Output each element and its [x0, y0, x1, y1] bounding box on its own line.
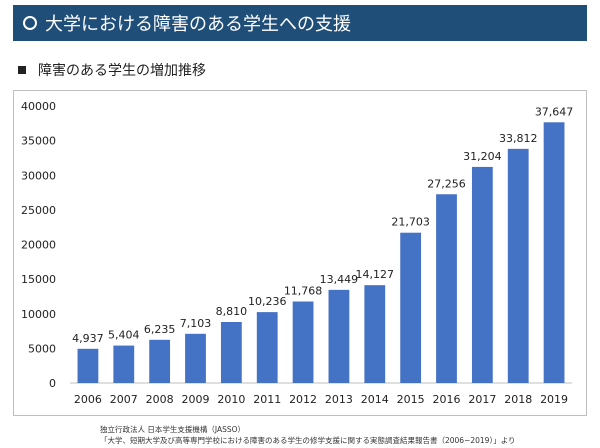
bar [220, 321, 242, 383]
y-tick-label: 20000 [21, 239, 56, 252]
bar [543, 122, 565, 383]
x-tick-label: 2010 [217, 393, 245, 406]
y-tick-label: 15000 [21, 273, 56, 286]
bar [149, 339, 171, 383]
data-label: 8,810 [216, 305, 248, 318]
y-tick-label: 5000 [28, 342, 56, 355]
source-line-1: 独立行政法人 日本学生支援機構（JASSO） [100, 425, 246, 434]
x-tick-label: 2014 [361, 393, 389, 406]
square-bullet-icon [18, 66, 26, 74]
source-line-2: 「大学、短期大学及び高等専門学校における障害のある学生の修学支援に関する実態調査… [100, 436, 516, 445]
data-label: 11,768 [284, 285, 323, 298]
bar [400, 232, 422, 383]
source-note: 独立行政法人 日本学生支援機構（JASSO） 「大学、短期大学及び高等専門学校に… [100, 424, 516, 446]
header-bar: 大学における障害のある学生への支援 [13, 5, 587, 41]
x-tick-label: 2011 [253, 393, 281, 406]
x-tick-label: 2006 [74, 393, 102, 406]
data-label: 10,236 [248, 295, 287, 308]
data-label: 6,235 [144, 323, 176, 336]
y-tick-label: 30000 [21, 169, 56, 182]
bar [256, 312, 278, 383]
data-label: 4,937 [72, 332, 104, 345]
data-label: 5,404 [108, 329, 140, 342]
x-tick-label: 2009 [182, 393, 210, 406]
y-tick-label: 35000 [21, 135, 56, 148]
bar [471, 166, 493, 383]
data-label: 33,812 [499, 132, 538, 145]
bar [292, 301, 314, 383]
x-tick-label: 2015 [397, 393, 425, 406]
y-tick-label: 40000 [21, 100, 56, 113]
data-label: 31,204 [463, 150, 502, 163]
section-title: 障害のある学生の増加推移 [38, 63, 206, 79]
x-tick-label: 2008 [146, 393, 174, 406]
y-tick-label: 0 [49, 377, 56, 390]
data-label: 21,703 [391, 216, 430, 229]
y-tick-label: 10000 [21, 308, 56, 321]
bar [328, 289, 350, 383]
bar [113, 345, 135, 383]
bar [364, 285, 386, 383]
data-label: 7,103 [180, 317, 212, 330]
x-tick-label: 2019 [540, 393, 568, 406]
x-tick-label: 2017 [468, 393, 496, 406]
data-label: 37,647 [535, 105, 574, 118]
data-label: 13,449 [320, 273, 359, 286]
data-label: 27,256 [427, 177, 466, 190]
y-tick-label: 25000 [21, 204, 56, 217]
x-tick-label: 2007 [110, 393, 138, 406]
bar [507, 148, 529, 383]
circle-icon [23, 16, 37, 30]
data-label: 14,127 [356, 268, 395, 281]
x-tick-label: 2018 [504, 393, 532, 406]
bar [185, 333, 206, 383]
x-tick-label: 2016 [433, 393, 461, 406]
x-tick-label: 2013 [325, 393, 353, 406]
header-title: 大学における障害のある学生への支援 [45, 14, 351, 35]
bar [77, 348, 99, 383]
x-tick-label: 2012 [289, 393, 317, 406]
bar [436, 194, 457, 383]
section-heading: 障害のある学生の増加推移 [18, 60, 206, 80]
